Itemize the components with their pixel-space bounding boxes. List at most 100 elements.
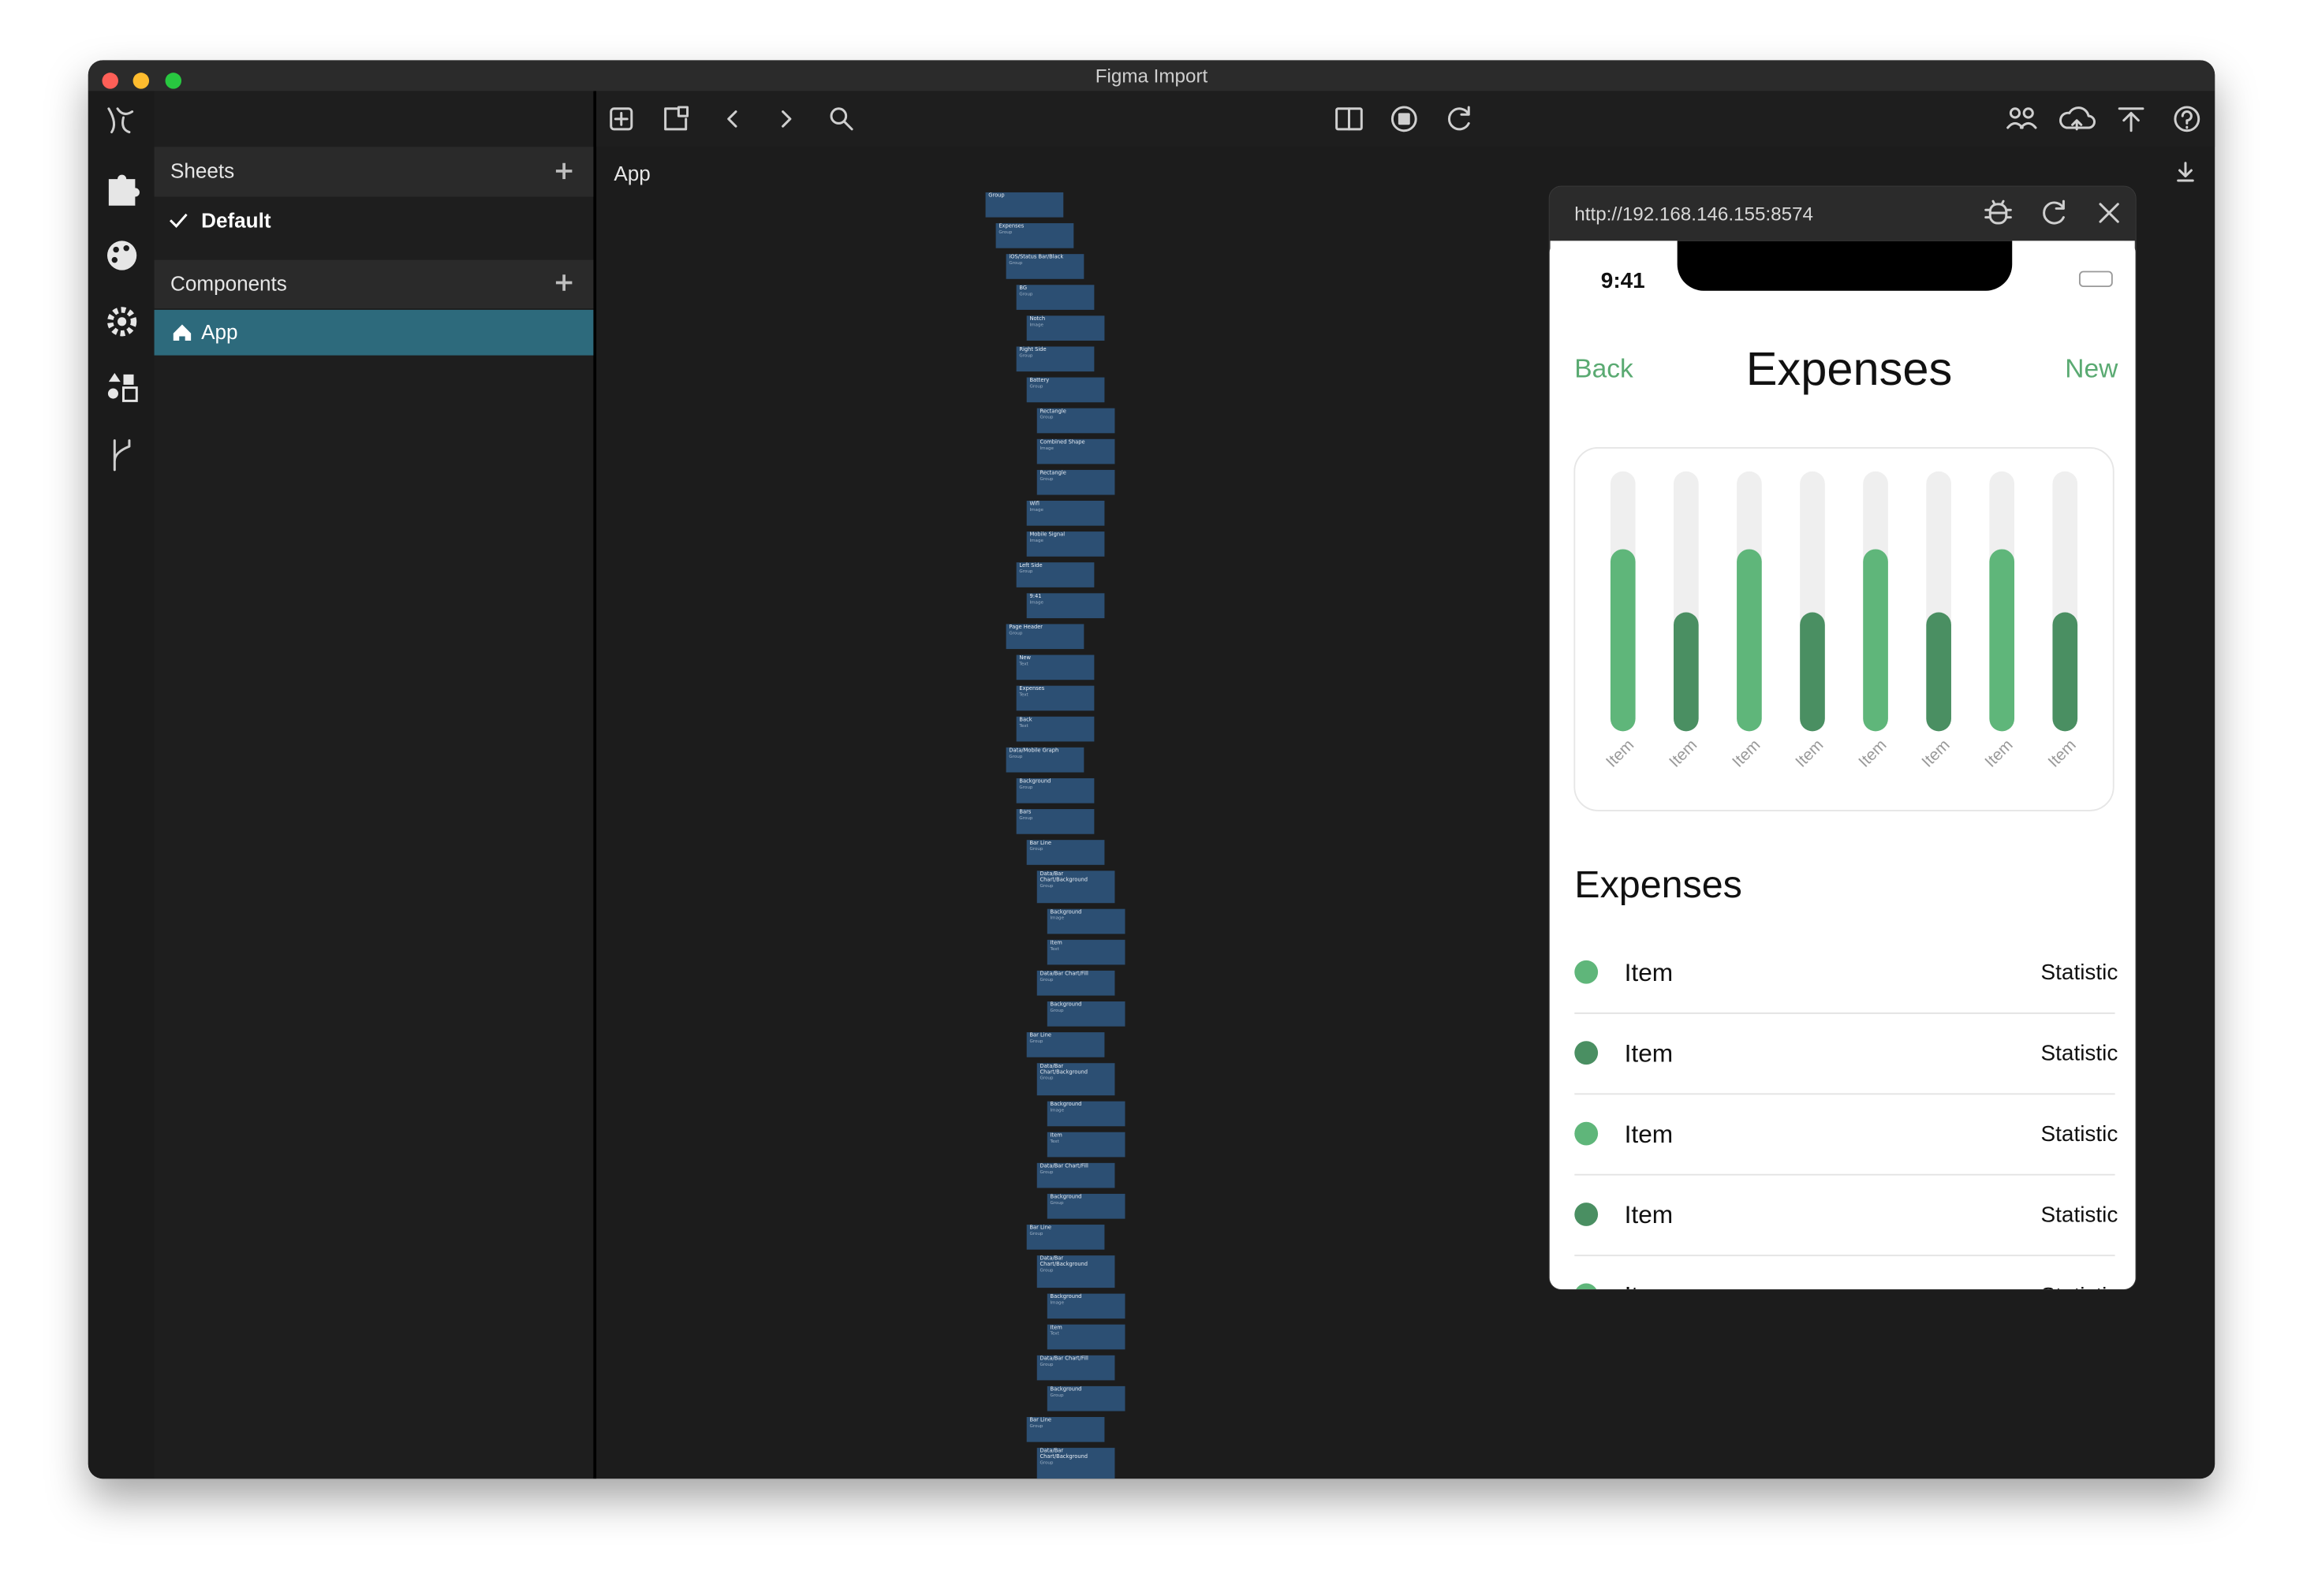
tree-node-name: Item — [1050, 1324, 1062, 1331]
components-icon[interactable] — [108, 174, 140, 206]
zoom-button[interactable] — [165, 73, 182, 89]
tree-node[interactable] — [1016, 685, 1095, 711]
tree-node-name: Background — [1050, 1293, 1082, 1300]
tree-node[interactable] — [1037, 1548, 1115, 1573]
tree-node[interactable] — [1047, 939, 1125, 965]
row-label[interactable]: Item — [1625, 1200, 1674, 1229]
tree-node[interactable] — [1006, 747, 1084, 773]
close-button[interactable] — [102, 73, 118, 89]
tree-node[interactable] — [1026, 531, 1105, 557]
back-link[interactable]: Back — [1574, 355, 1633, 384]
tree-node[interactable] — [1047, 1193, 1125, 1219]
sheets-title: Sheets — [170, 158, 234, 182]
row-value: Statistic — [2041, 1283, 2118, 1307]
row-label[interactable]: Item — [1625, 958, 1674, 986]
tree-node[interactable] — [1006, 624, 1084, 650]
add-component[interactable] — [555, 274, 573, 291]
tree-node[interactable] — [1016, 777, 1095, 804]
tree-node[interactable] — [1026, 840, 1105, 865]
tree-node[interactable] — [995, 223, 1074, 248]
download-button[interactable] — [2177, 162, 2194, 182]
assets-icon[interactable] — [107, 372, 138, 402]
tree-node[interactable] — [1036, 1063, 1115, 1096]
tree-node[interactable] — [1016, 346, 1095, 372]
tree-node[interactable] — [1047, 1293, 1125, 1319]
tree-node[interactable] — [1047, 1385, 1125, 1411]
tree-node[interactable] — [1036, 871, 1115, 904]
branch-icon[interactable] — [113, 439, 131, 472]
tree-node[interactable] — [1006, 254, 1084, 279]
tree-node[interactable] — [1047, 1486, 1125, 1512]
tree-node[interactable] — [1026, 1417, 1105, 1442]
tree-node-name: Combined Shape — [1040, 438, 1085, 446]
debug-button[interactable] — [1984, 200, 2012, 225]
tree-node[interactable] — [1036, 1355, 1115, 1381]
tree-node-label: Rectangle Group — [1037, 408, 1115, 422]
settings-icon[interactable] — [106, 307, 137, 337]
tree-node[interactable] — [1036, 408, 1115, 434]
tree-node[interactable] — [1036, 970, 1115, 996]
tree-node[interactable] — [1016, 654, 1095, 681]
add-sheet[interactable] — [555, 162, 573, 180]
reload-button[interactable] — [1447, 106, 1470, 131]
tree-node-kind: Group — [998, 229, 1013, 235]
sheet-item[interactable]: Default — [201, 209, 271, 233]
tree-node[interactable] — [1036, 1162, 1115, 1188]
component-item[interactable]: App — [201, 320, 237, 344]
theme-icon[interactable] — [106, 241, 137, 270]
back-button[interactable] — [727, 110, 737, 128]
row-label[interactable]: Item — [1625, 1281, 1674, 1310]
tree-node[interactable] — [1047, 1324, 1125, 1350]
tree-node-kind: Group — [1019, 783, 1033, 790]
tree-node[interactable] — [1026, 315, 1105, 341]
stop-button[interactable] — [1390, 106, 1417, 132]
tree-node[interactable] — [1026, 377, 1105, 403]
tree-node[interactable] — [1047, 1579, 1125, 1596]
collab-button[interactable] — [2006, 107, 2037, 129]
tree-node[interactable] — [985, 192, 1064, 218]
tree-node[interactable] — [1036, 469, 1115, 495]
forward-button[interactable] — [782, 110, 792, 128]
tree-node[interactable] — [1016, 285, 1095, 310]
tree-node[interactable] — [1026, 1032, 1105, 1057]
tree-node[interactable] — [1036, 1448, 1115, 1480]
search-button[interactable] — [830, 107, 848, 125]
row-label[interactable]: Item — [1625, 1039, 1674, 1067]
tree-node[interactable] — [1016, 562, 1095, 587]
row-label[interactable]: Item — [1625, 1120, 1674, 1148]
preview-header — [1549, 186, 2136, 241]
new-link[interactable]: New — [2065, 355, 2118, 384]
tree-node[interactable] — [1016, 809, 1095, 834]
tree-node[interactable] — [1047, 908, 1125, 934]
tree-node-name: Left Side — [1019, 562, 1043, 569]
tree-node[interactable] — [1036, 438, 1115, 464]
tree-node[interactable] — [1047, 1001, 1125, 1027]
tree-node[interactable] — [1016, 716, 1095, 742]
tree-node[interactable] — [1026, 593, 1105, 618]
tree-node[interactable] — [1036, 1255, 1115, 1288]
cloud-button[interactable] — [2059, 106, 2096, 131]
tree-node[interactable] — [1047, 1132, 1125, 1158]
tree-node[interactable] — [1047, 1517, 1125, 1542]
tree-node-kind: Group — [1050, 1007, 1064, 1013]
selected-component[interactable] — [154, 309, 594, 356]
help-button[interactable] — [2174, 106, 2200, 132]
logo-icon[interactable] — [107, 107, 134, 134]
tree-node-label: Item Text — [1047, 1132, 1125, 1146]
export-button[interactable] — [664, 107, 688, 131]
tree-node[interactable] — [1026, 1225, 1105, 1250]
preview-close[interactable] — [2099, 203, 2119, 223]
preview-url[interactable]: http://192.168.146.155:8574 — [1574, 203, 1813, 225]
tree-node-label: Item Text — [1047, 1517, 1125, 1531]
tree-node[interactable] — [1047, 1101, 1125, 1127]
minimize-button[interactable] — [133, 73, 150, 89]
publish-button[interactable] — [2118, 107, 2144, 132]
tree-node[interactable] — [1026, 501, 1105, 526]
add-button[interactable] — [610, 107, 633, 131]
preview-reload[interactable] — [2043, 200, 2065, 225]
